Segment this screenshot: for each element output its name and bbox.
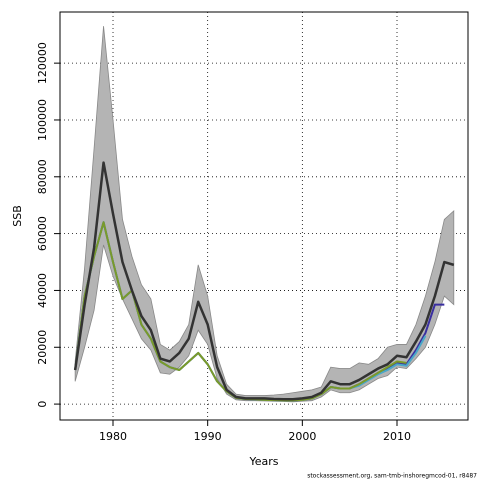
y-axis-label: SSB — [11, 205, 24, 227]
plot-frame — [59, 11, 469, 421]
y-tick-label: 120000 — [36, 42, 49, 84]
y-tick-label: 40000 — [36, 273, 49, 308]
y-tick-label: 60000 — [36, 216, 49, 251]
x-tick-label: 1980 — [99, 430, 127, 443]
x-tick-label: 2010 — [383, 430, 411, 443]
y-tick-label: 20000 — [36, 330, 49, 365]
footnote: stockassessment.org, sam-tmb-inshoregmco… — [307, 473, 477, 480]
series-line — [73, 161, 455, 401]
x-tick-label: 2000 — [288, 430, 316, 443]
y-tick-label: 100000 — [36, 99, 49, 141]
y-tick-label: 80000 — [36, 159, 49, 194]
y-tick-label: 0 — [36, 401, 49, 408]
x-tick-label: 1990 — [194, 430, 222, 443]
confidence-band — [74, 26, 455, 403]
x-axis-label: Years — [248, 455, 278, 468]
